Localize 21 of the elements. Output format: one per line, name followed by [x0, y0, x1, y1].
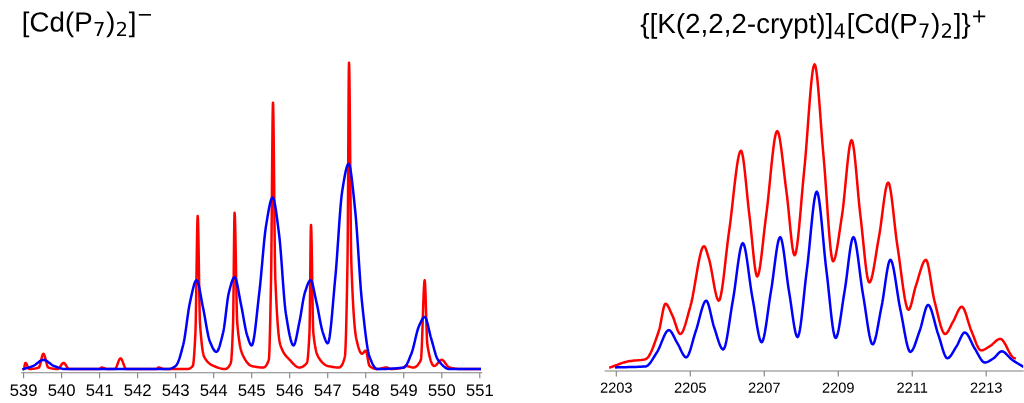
x-tick-label: 547 — [314, 384, 341, 397]
x-tick-label: 2213 — [970, 382, 1002, 393]
x-tick-label: 2211 — [897, 382, 928, 393]
x-tick-label: 545 — [238, 384, 265, 397]
x-tick-label: 2209 — [822, 382, 854, 393]
x-tick-label: 542 — [124, 384, 151, 397]
x-tick-label: 546 — [276, 384, 303, 397]
chart-title: {[K(2,2,2-crypt)]$_{4}$[Cd(P$_{7}$)$_{2}$]}$^{+}$ — [640, 10, 986, 39]
x-tick-label: 2203 — [600, 382, 632, 393]
x-tick-label: 550 — [428, 384, 456, 397]
x-tick-label: 2205 — [674, 382, 706, 393]
x-tick-label: 551 — [466, 384, 493, 397]
chart-title: [Cd(P$_{7}$)$_{2}$]$^{−}$ — [23, 11, 151, 38]
x-tick-label: 543 — [162, 384, 189, 397]
x-tick-label: 548 — [352, 384, 379, 397]
x-tick-label: 541 — [86, 384, 113, 397]
x-tick-label: 539 — [10, 384, 37, 397]
x-tick-label: 2207 — [748, 382, 780, 393]
x-tick-label: 544 — [200, 384, 228, 397]
x-tick-label: 540 — [48, 384, 75, 397]
x-tick-label: 549 — [390, 384, 417, 397]
